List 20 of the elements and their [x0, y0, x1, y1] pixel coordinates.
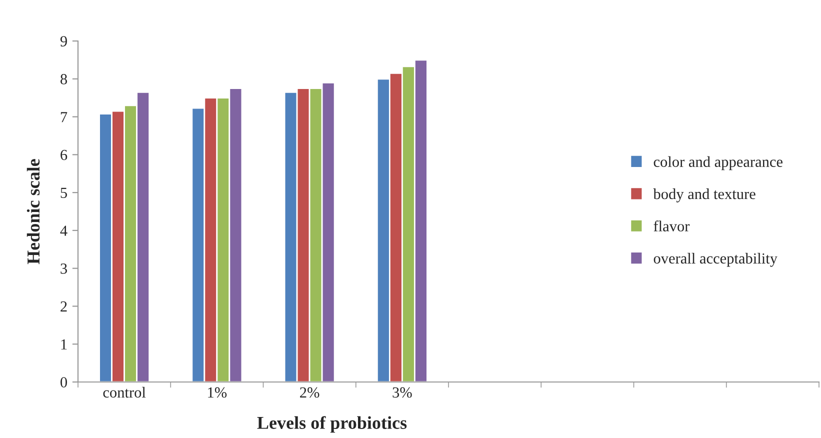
y-tick-label: 3: [60, 264, 67, 274]
legend-label: body and texture: [653, 188, 756, 202]
x-tick-label: 3%: [392, 387, 412, 398]
legend-label: flavor: [654, 220, 690, 232]
x-axis-title: Levels of probiotics: [257, 416, 407, 433]
legend-label: overall acceptability: [654, 252, 778, 267]
y-tick-label: 5: [60, 188, 67, 198]
y-tick-label: 7: [60, 112, 68, 122]
y-tick-label: 1: [61, 339, 67, 350]
x-tick-label: 2%: [300, 387, 320, 398]
y-tick-label: 9: [60, 36, 67, 46]
y-tick-label: 6: [60, 150, 68, 160]
legend-label: color and appearance: [654, 156, 782, 170]
y-tick-label: 4: [60, 226, 68, 236]
x-tick-label: 1%: [208, 387, 227, 398]
y-tick-label: 8: [60, 74, 67, 84]
y-tick-label: 0: [60, 377, 67, 388]
x-tick-label: control: [103, 386, 146, 398]
y-axis-title: Hedonic scale: [26, 159, 40, 264]
y-tick-label: 2: [60, 301, 67, 312]
